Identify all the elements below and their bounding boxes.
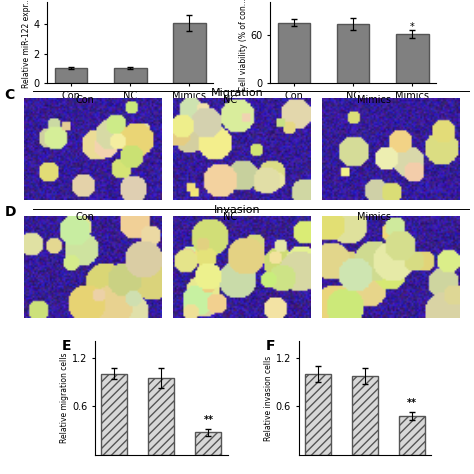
Bar: [337, 24, 369, 83]
Y-axis label: Relative invasion cells: Relative invasion cells: [264, 356, 273, 441]
Text: **: **: [407, 398, 417, 408]
Bar: [173, 23, 206, 83]
Bar: [101, 374, 127, 455]
Bar: [396, 34, 428, 83]
Text: Con: Con: [76, 95, 95, 105]
Bar: [55, 68, 88, 83]
Y-axis label: Relative migration cells: Relative migration cells: [60, 353, 69, 443]
Text: Mimics: Mimics: [357, 212, 392, 222]
Bar: [148, 378, 174, 455]
Y-axis label: Cell viability (% of con...): Cell viability (% of con...): [238, 0, 247, 91]
Text: Migration: Migration: [210, 88, 264, 98]
Text: Mimics: Mimics: [357, 95, 392, 105]
Text: C: C: [5, 88, 15, 102]
Bar: [305, 374, 331, 455]
Text: E: E: [62, 339, 71, 353]
Text: F: F: [265, 339, 275, 353]
Text: Con: Con: [76, 212, 95, 222]
Bar: [114, 68, 146, 83]
Bar: [399, 416, 425, 455]
Text: NC: NC: [223, 95, 237, 105]
Text: *: *: [410, 22, 415, 32]
Bar: [352, 376, 378, 455]
Text: **: **: [203, 415, 213, 425]
Text: NC: NC: [223, 212, 237, 222]
Text: D: D: [5, 205, 16, 219]
Bar: [278, 23, 310, 83]
Y-axis label: Relative miR-122 expr...: Relative miR-122 expr...: [22, 0, 31, 88]
Text: Invasion: Invasion: [214, 205, 260, 215]
Bar: [195, 432, 221, 455]
